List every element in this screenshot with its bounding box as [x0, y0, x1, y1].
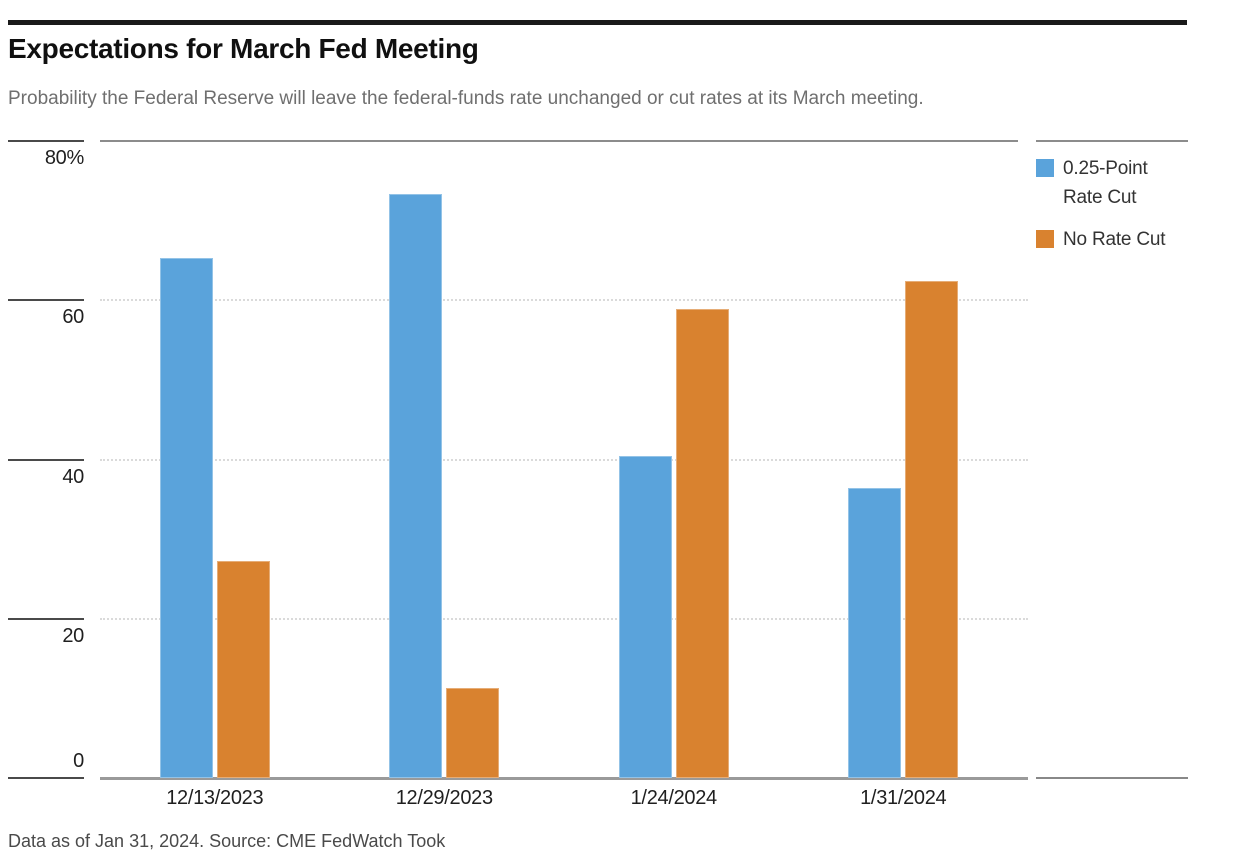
legend-item-no-rate-cut: No Rate Cut — [1036, 225, 1188, 254]
y-tick-label-20: 20 — [62, 624, 84, 647]
source-note: Data as of Jan 31, 2024. Source: CME Fed… — [8, 831, 446, 851]
x-tick-label-1-24-2024: 1/24/2024 — [630, 787, 718, 809]
bar-0-25-point-rate-cut-1-31-2024 — [848, 488, 902, 778]
y-tick-line-80 — [8, 140, 84, 142]
legend-top-border — [1036, 140, 1188, 142]
legend-items: 0.25-Point Rate Cut No Rate Cut — [1036, 142, 1188, 254]
y-tick-line-0 — [8, 777, 84, 779]
x-tick-label-12-29-2023: 12/29/2023 — [395, 787, 493, 809]
chart-subtitle: Probability the Federal Reserve will lea… — [8, 88, 924, 109]
legend: 0.25-Point Rate Cut No Rate Cut — [1036, 140, 1188, 254]
x-tick-label-1-31-2024: 1/31/2024 — [860, 787, 947, 809]
y-tick-label-40: 40 — [62, 465, 84, 488]
bar-0-25-point-rate-cut-12-29-2023 — [389, 193, 443, 778]
y-tick-line-60 — [8, 299, 84, 302]
y-tick-label-60: 60 — [62, 306, 84, 329]
legend-label-no-rate-cut: No Rate Cut — [1063, 229, 1166, 250]
legend-label-rate-cut: 0.25-Point Rate Cut — [1063, 158, 1148, 208]
legend-swatch-no-rate-cut-icon — [1036, 230, 1054, 248]
y-tick-line-20 — [8, 617, 84, 620]
gridline-20 — [100, 617, 1028, 620]
plot-top-border — [100, 140, 1018, 142]
gridline-60 — [100, 299, 1028, 302]
y-tick-line-40 — [8, 458, 84, 461]
chart-title: Expectations for March Fed Meeting — [8, 33, 479, 64]
bar-no-rate-cut-1-24-2024 — [675, 309, 729, 778]
legend-swatch-rate-cut-icon — [1036, 159, 1054, 177]
x-axis-line — [100, 777, 1028, 780]
x-tick-label-12-13-2023: 12/13/2023 — [166, 787, 264, 809]
legend-item-rate-cut: 0.25-Point Rate Cut — [1036, 154, 1188, 212]
bar-0-25-point-rate-cut-1-24-2024 — [618, 456, 672, 778]
bar-no-rate-cut-12-29-2023 — [446, 688, 500, 778]
gridline-40 — [100, 458, 1028, 461]
bar-no-rate-cut-12-13-2023 — [216, 561, 270, 778]
y-tick-label-0: 0 — [73, 750, 84, 772]
bar-0-25-point-rate-cut-12-13-2023 — [159, 258, 213, 778]
bar-no-rate-cut-1-31-2024 — [905, 281, 959, 778]
legend-bottom-border — [1036, 777, 1188, 779]
y-tick-label-80: 80% — [44, 147, 84, 169]
top-rule — [8, 20, 1187, 25]
